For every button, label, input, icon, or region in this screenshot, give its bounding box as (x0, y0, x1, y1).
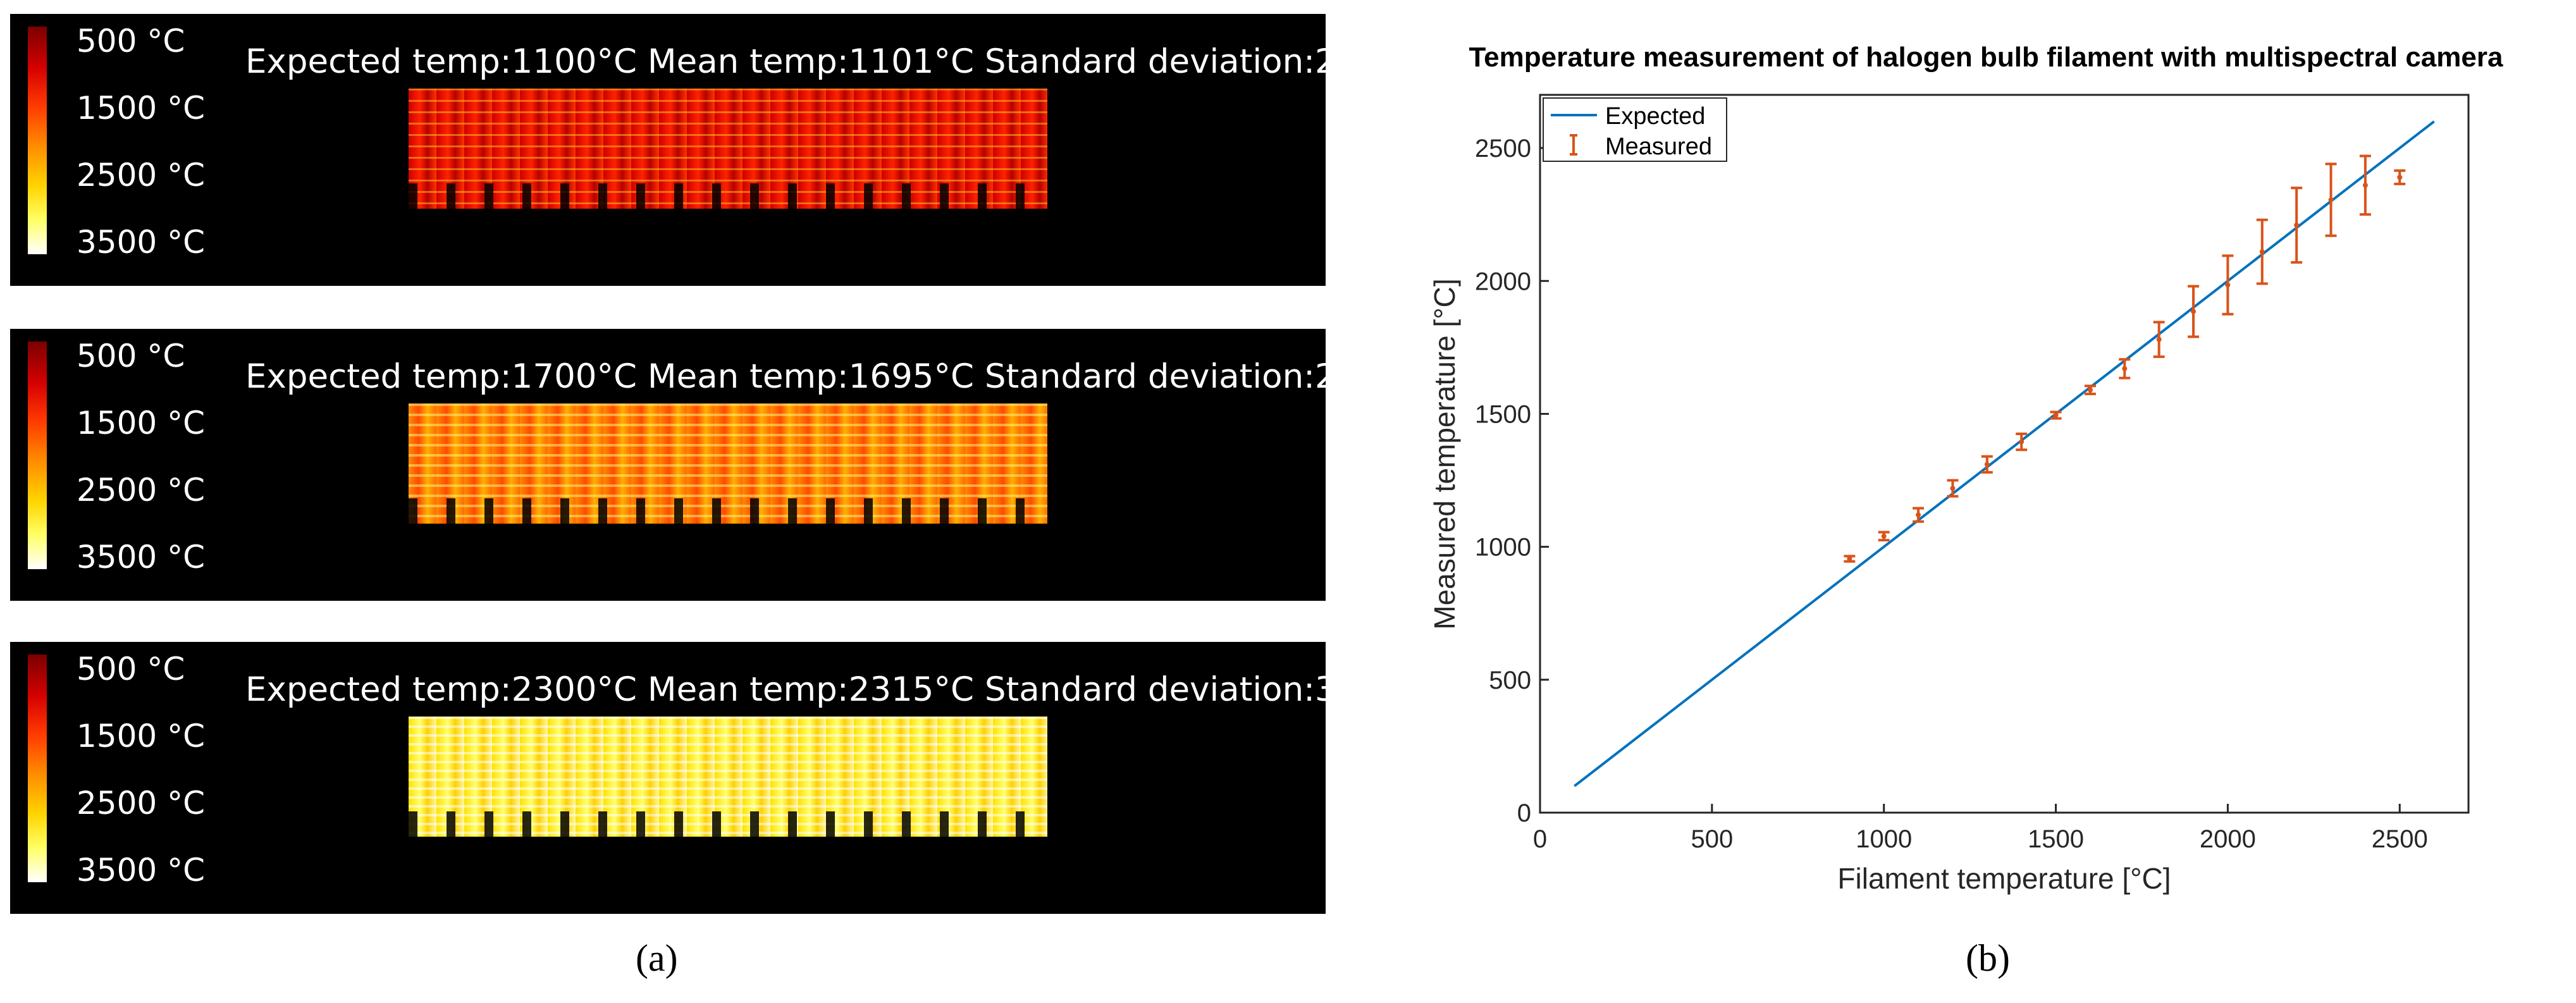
colorbar (28, 342, 47, 569)
colorbar-tick: 3500 °C (77, 224, 206, 261)
measured-marker (1847, 556, 1852, 562)
y-axis-label: Measured temperature [°C] (1428, 278, 1461, 629)
y-tick-label: 500 (1489, 667, 1531, 694)
colorbar (28, 655, 47, 882)
measured-marker (2328, 197, 2334, 203)
x-tick-label: 2500 (2372, 825, 2428, 853)
measured-point (2394, 169, 2406, 185)
filament-heatmap (409, 403, 1047, 524)
y-tick-label: 2500 (1475, 135, 1531, 163)
y-tick-label: 2000 (1475, 268, 1531, 295)
x-tick-label: 0 (1533, 825, 1547, 853)
y-tick-label: 1000 (1475, 534, 1531, 562)
measured-marker (2053, 412, 2059, 418)
y-tick-label: 1500 (1475, 400, 1531, 428)
colorbar (28, 27, 47, 254)
colorbar-tick: 500 °C (77, 23, 185, 59)
measured-marker (2156, 336, 2162, 342)
legend: Expected Measured (1543, 97, 1727, 162)
subfigure-label-a: (a) (636, 937, 678, 979)
measured-point (1947, 479, 1959, 498)
colorbar-tick: 1500 °C (77, 90, 206, 126)
x-tick-label: 1000 (1856, 825, 1912, 853)
panel-title: Expected temp:2300°C Mean temp:2315°C St… (245, 670, 1419, 709)
measured-point (2119, 358, 2131, 379)
temperature-chart: Temperature measurement of halogen bulb … (1428, 42, 2503, 895)
measured-marker (2259, 249, 2265, 255)
panel-title: Expected temp:1100°C Mean temp:1101°C St… (245, 42, 1419, 81)
measured-marker (2225, 282, 2231, 288)
measured-marker (1950, 486, 1956, 491)
measured-point (2222, 254, 2234, 316)
measured-point (2050, 410, 2062, 420)
measured-marker (1881, 533, 1887, 539)
measured-point (2325, 163, 2337, 237)
colorbar-tick: 3500 °C (77, 539, 206, 575)
subfigure-label-b: (b) (1966, 937, 2010, 979)
measured-point (2291, 187, 2303, 264)
measured-point (2188, 285, 2200, 338)
measured-point (2256, 218, 2268, 285)
x-tick-label: 1500 (2028, 825, 2084, 853)
measured-marker (2294, 222, 2300, 228)
colorbar-tick: 500 °C (77, 338, 185, 374)
measured-marker (2019, 439, 2024, 445)
measured-marker (2191, 309, 2197, 314)
measured-point (2359, 154, 2371, 216)
colorbar-tick: 1500 °C (77, 405, 206, 441)
measured-marker (1916, 512, 1921, 518)
measured-point (1913, 507, 1925, 523)
y-tick-label: 0 (1517, 799, 1531, 827)
measured-marker (2397, 175, 2403, 180)
colorbar-tick: 500 °C (77, 651, 185, 687)
thermal-panel-2300: 500 °C 1500 °C 2500 °C 3500 °C Expected … (10, 642, 1419, 914)
measured-marker (2362, 182, 2368, 188)
x-axis-label: Filament temperature [°C] (1837, 862, 2171, 895)
measured-point (2016, 432, 2028, 452)
x-tick-label: 500 (1691, 825, 1733, 853)
colorbar-tick: 3500 °C (77, 852, 206, 889)
colorbar-tick: 1500 °C (77, 718, 206, 754)
measured-point (1844, 555, 1856, 563)
thermal-panel-1700: 500 °C 1500 °C 2500 °C 3500 °C Expected … (10, 329, 1419, 601)
chart-title: Temperature measurement of halogen bulb … (1469, 42, 2503, 73)
colorbar-tick: 2500 °C (77, 472, 206, 508)
legend-label-measured: Measured (1605, 133, 1712, 160)
legend-label-expected: Expected (1605, 103, 1705, 130)
x-tick-label: 2000 (2200, 825, 2256, 853)
filament-heatmap (409, 717, 1047, 837)
colorbar-tick: 2500 °C (77, 785, 206, 821)
measured-marker (2122, 366, 2128, 371)
measured-point (2153, 321, 2165, 359)
measured-point (1981, 455, 1993, 474)
measured-point (1878, 531, 1890, 542)
measured-point (2084, 385, 2096, 395)
measured-marker (2087, 387, 2093, 393)
filament-heatmap (409, 89, 1047, 209)
measured-marker (1984, 462, 1990, 467)
colorbar-tick: 2500 °C (77, 157, 206, 194)
thermal-panel-1100: 500 °C 1500 °C 2500 °C 3500 °C Expected … (10, 14, 1419, 286)
expected-line (1574, 120, 2435, 787)
panel-title: Expected temp:1700°C Mean temp:1695°C St… (245, 357, 1419, 396)
